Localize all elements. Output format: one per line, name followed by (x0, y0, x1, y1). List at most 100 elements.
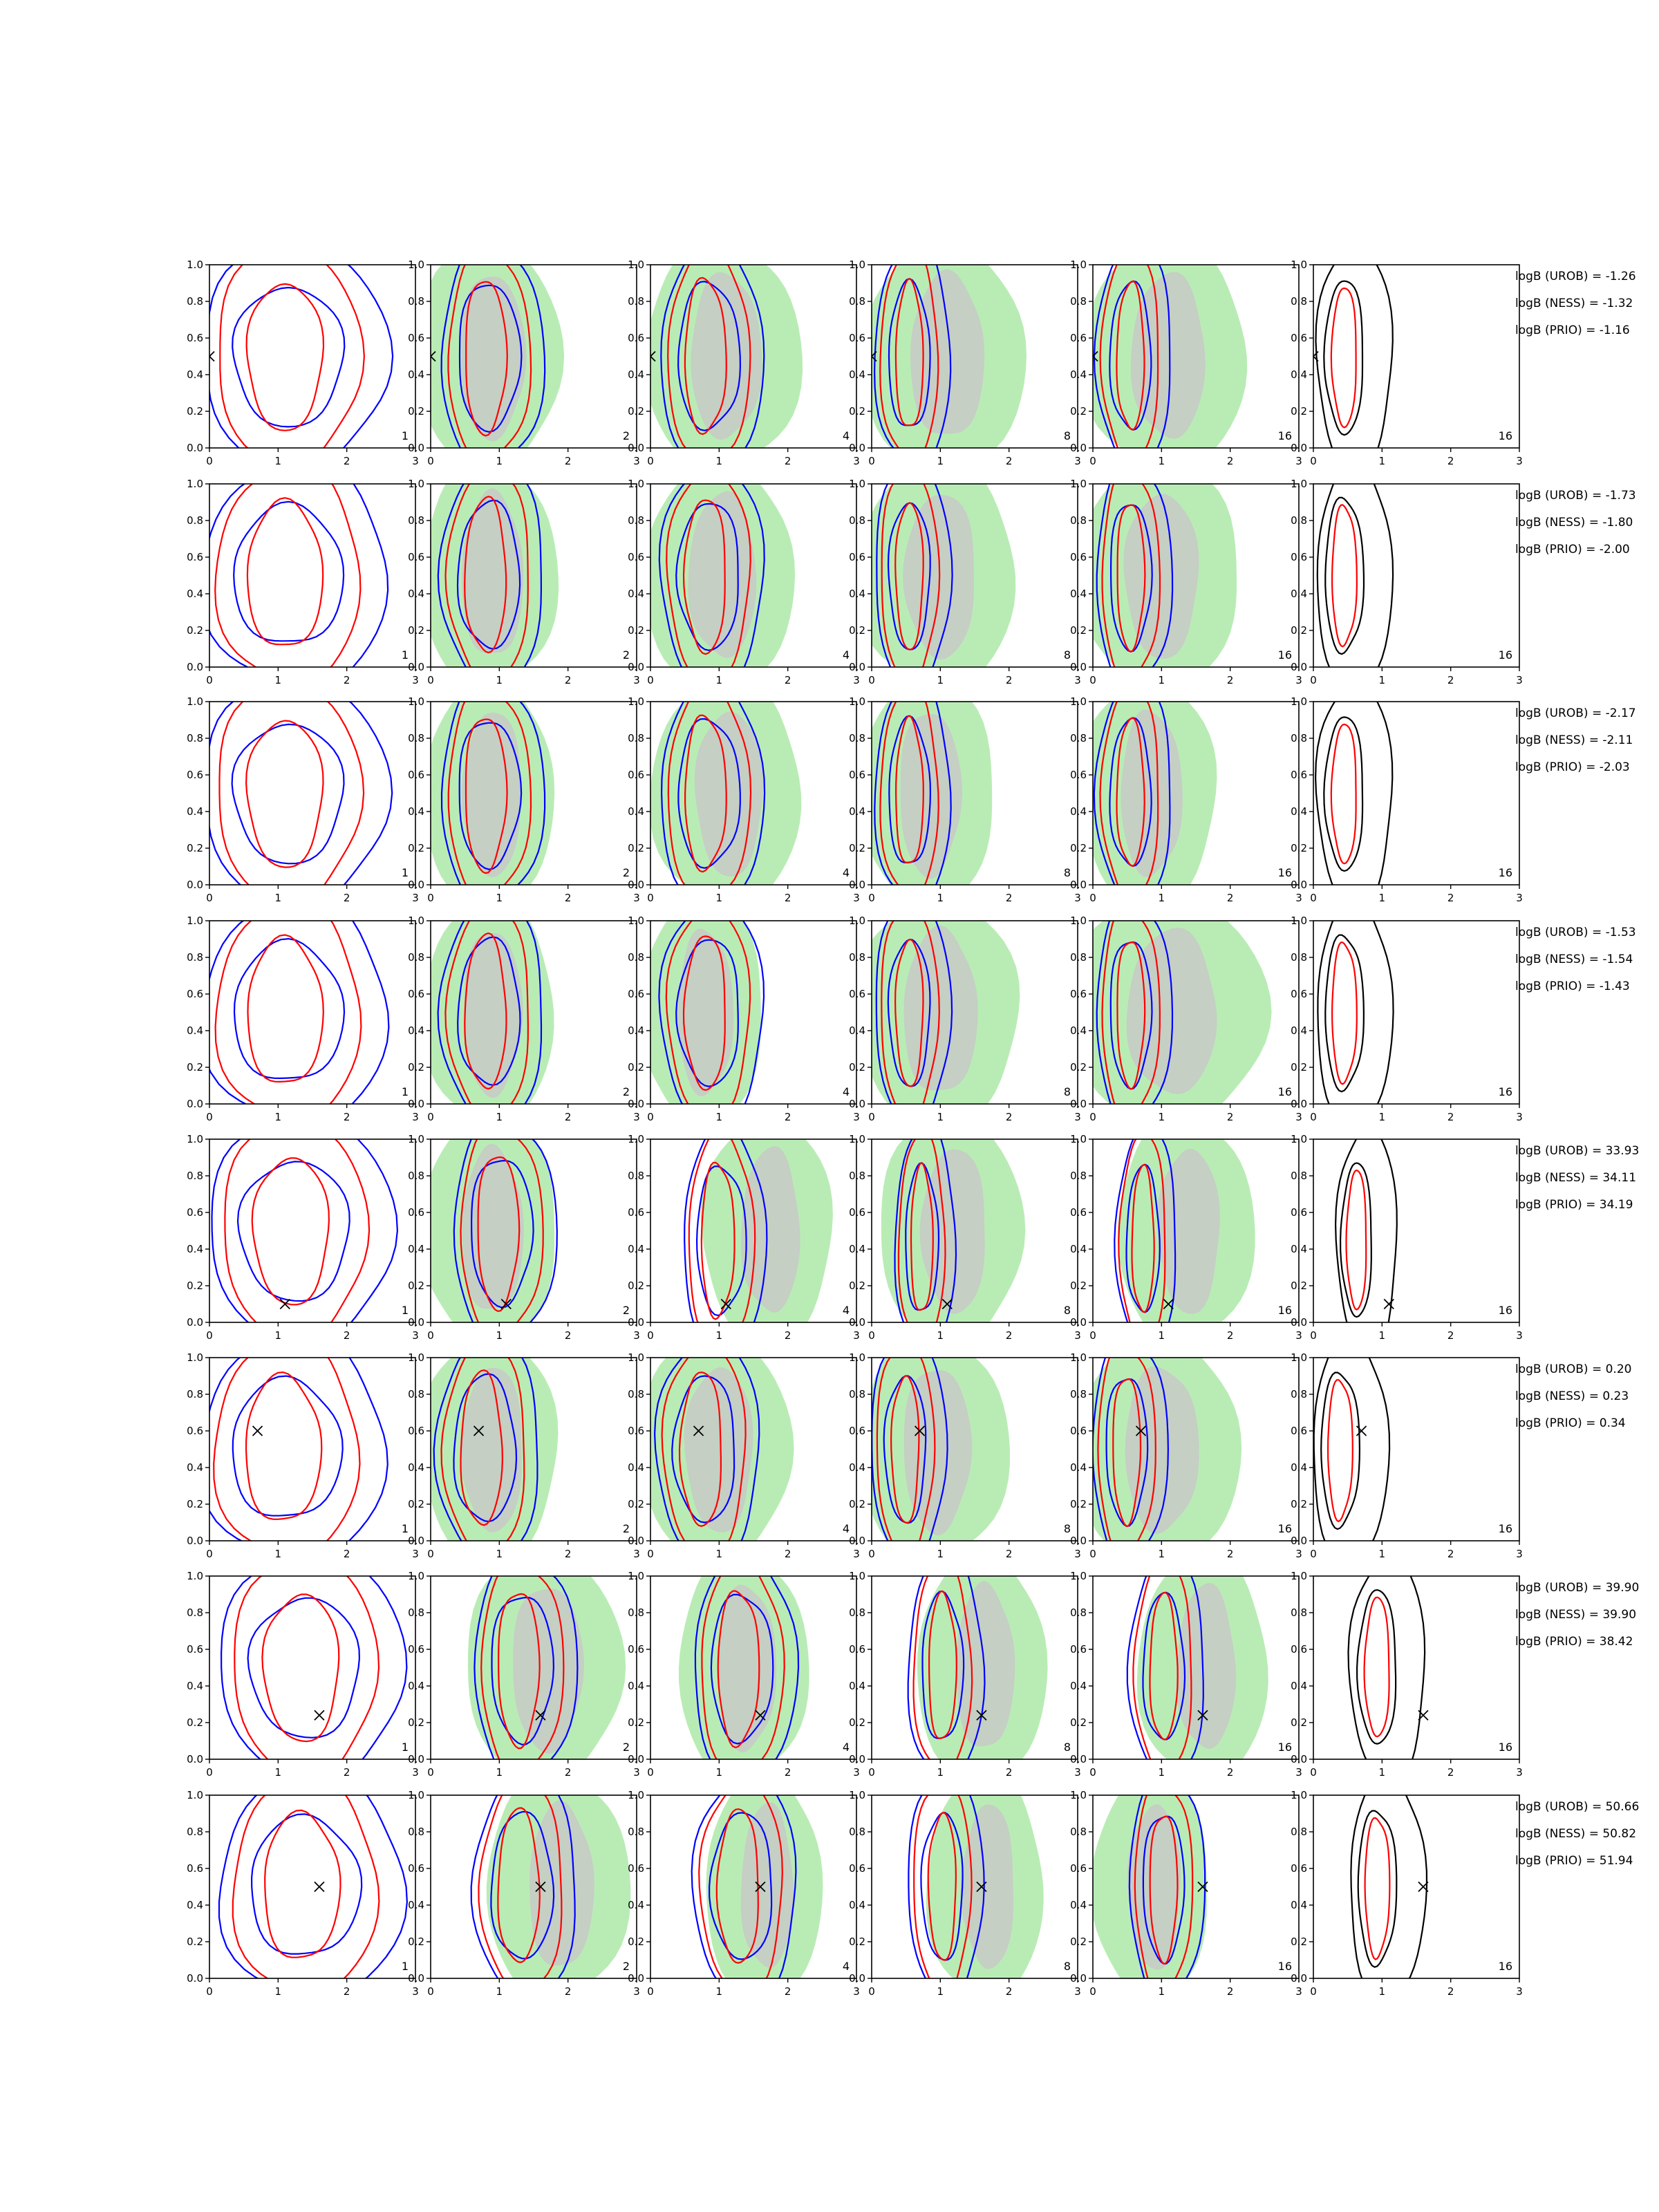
y-tick-label: 0.8 (1291, 1388, 1307, 1400)
y-tick-label: 0.4 (1291, 588, 1307, 600)
logb-urob-r4: logB (UROB) = -1.53 (1515, 926, 1636, 939)
y-tick-label: 0.6 (187, 1206, 203, 1219)
y-tick-label: 0.6 (849, 1862, 865, 1875)
y-tick-label: 0.6 (849, 1206, 865, 1219)
blue-contour (653, 1358, 760, 1541)
axes-frame (430, 1794, 637, 1979)
red-contour (245, 283, 325, 431)
y-tick-label: 0.6 (408, 332, 424, 344)
y-tick-label: 0.6 (408, 1643, 424, 1656)
y-tick-label: 0.6 (408, 988, 424, 1000)
y-tick-label: 0.8 (408, 514, 424, 527)
x-tick-label: 2 (1227, 1111, 1234, 1123)
blue-contour (883, 1375, 927, 1524)
y-tick-label: 0.4 (849, 1680, 865, 1692)
axes-frame (1313, 264, 1520, 449)
y-tick-label: 0.4 (1070, 368, 1087, 381)
x-tick-label: 2 (1227, 1329, 1234, 1342)
red-contour (879, 265, 939, 448)
x-tick-label: 2 (1006, 1111, 1013, 1123)
y-tick-label: 1.0 (1070, 478, 1087, 490)
x-tick-label: 2 (565, 674, 572, 686)
blue-contour (209, 265, 394, 448)
red-contour (881, 484, 941, 667)
y-tick-label: 0.0 (849, 661, 865, 673)
y-tick-label: 0.8 (1291, 514, 1307, 527)
y-tick-label: 1.0 (849, 1570, 865, 1582)
y-tick-label: 0.0 (1070, 1098, 1087, 1110)
truth-marker (209, 350, 215, 362)
blue-contour (921, 1590, 965, 1739)
y-tick-label: 0.6 (628, 1862, 644, 1875)
black-contour (1323, 716, 1364, 872)
x-tick-label: 1 (937, 1766, 944, 1779)
axes-frame (1092, 920, 1300, 1105)
panel-r8-c4: 0.00.20.40.60.81.00 1 2 38 (849, 1789, 1081, 1998)
x-tick-label: 3 (853, 1111, 860, 1123)
x-tick-label: 3 (412, 1766, 419, 1779)
blue-contour (905, 1162, 940, 1311)
y-tick-label: 1.0 (628, 1570, 644, 1582)
y-tick-label: 0.0 (408, 661, 424, 673)
red-contour (1116, 941, 1146, 1090)
logb-prio-r8: logB (PRIO) = 51.94 (1515, 1854, 1633, 1868)
y-tick-label: 0.8 (628, 1606, 644, 1619)
x-tick-label: 1 (496, 1985, 503, 1998)
y-tick-label: 0.0 (1070, 1753, 1087, 1765)
y-tick-label: 0.4 (408, 1899, 424, 1911)
x-tick-label: 0 (427, 1766, 434, 1779)
black-contour (1339, 1162, 1372, 1318)
y-tick-label: 0.0 (187, 1535, 203, 1547)
y-tick-label: 0.4 (408, 805, 424, 818)
y-tick-label: 0.2 (849, 1498, 865, 1510)
y-tick-label: 0.2 (849, 1061, 865, 1074)
blue-contour (1125, 1163, 1161, 1313)
y-tick-label: 0.6 (849, 551, 865, 563)
y-tick-label: 0.0 (187, 661, 203, 673)
y-tick-label: 1.0 (628, 1789, 644, 1801)
y-tick-label: 0.2 (849, 1936, 865, 1948)
red-contour (1099, 702, 1159, 885)
panel-r1-c2: 0.0 0.2 0.4 0.6 0.8 1.0 0 1 2 3 2 (408, 259, 640, 467)
black-contour (1334, 1139, 1398, 1322)
y-tick-label: 1.0 (1291, 915, 1307, 927)
panel-r7-c5: 0.00.20.40.60.81.00 1 2 316 (1070, 1570, 1302, 1779)
y-tick-label: 0.8 (408, 1388, 424, 1400)
prior-region-grey (677, 928, 734, 1097)
red-contour (444, 484, 529, 667)
panel-count-label: 16 (1278, 866, 1292, 879)
axes-frame (1092, 483, 1300, 668)
y-tick-label: 0.4 (1291, 368, 1307, 381)
panel-r1-c1: 0.0 0.2 0.4 0.6 0.8 1.0 0 1 2 3 1 (187, 259, 419, 467)
panel-r8-c5: 0.00.20.40.60.81.00 1 2 316 (1070, 1789, 1302, 1998)
y-tick-label: 0.2 (1070, 1280, 1087, 1292)
y-tick-label: 0.8 (408, 1826, 424, 1838)
x-tick-label: 0 (1089, 1329, 1096, 1342)
red-contour (1149, 1815, 1179, 1965)
red-contour (264, 1809, 341, 1958)
y-tick-label: 0.8 (628, 514, 644, 527)
red-contour (480, 1576, 565, 1759)
red-contour (661, 1358, 747, 1541)
y-tick-label: 0.8 (1291, 1170, 1307, 1182)
y-tick-label: 0.6 (628, 1425, 644, 1437)
blue-contour (677, 718, 741, 869)
panel-count-label: 8 (1064, 1741, 1071, 1754)
y-tick-label: 0.8 (849, 514, 865, 527)
red-contour (440, 1358, 525, 1541)
axes-frame (1313, 701, 1520, 885)
panel-count-label: 4 (843, 429, 850, 442)
x-tick-label: 2 (344, 455, 350, 467)
panel-r3-c2: 0.0 0.2 0.4 0.6 0.8 1.0 0 1 2 3 2 (408, 695, 640, 904)
y-tick-label: 0.6 (1070, 1643, 1087, 1656)
truth-marker (976, 1881, 987, 1893)
y-tick-label: 0.6 (1070, 1425, 1087, 1437)
logb-ness-r1: logB (NESS) = -1.32 (1515, 297, 1633, 310)
x-tick-label: 0 (427, 1111, 434, 1123)
y-tick-label: 0.0 (187, 1972, 203, 1985)
y-tick-label: 0.8 (1070, 514, 1087, 527)
y-tick-label: 0.4 (187, 368, 203, 381)
x-tick-label: 0 (868, 455, 875, 467)
red-contour (890, 1375, 920, 1524)
y-tick-label: 0.6 (408, 769, 424, 781)
